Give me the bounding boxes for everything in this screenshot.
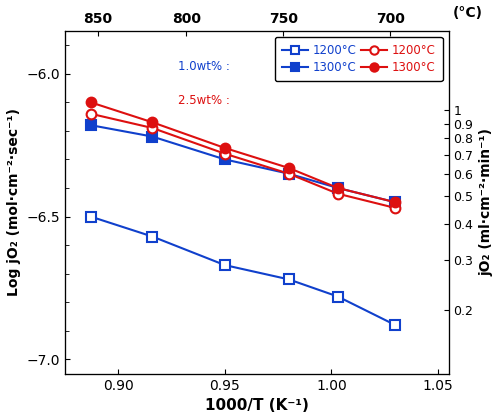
- Text: 1.0wt% :: 1.0wt% :: [178, 60, 230, 74]
- Text: 2.5wt% :: 2.5wt% :: [178, 94, 230, 107]
- Legend: 1200°C, 1300°C, 1200°C, 1300°C: 1200°C, 1300°C, 1200°C, 1300°C: [274, 37, 442, 81]
- Y-axis label: jO₂ (ml·cm⁻²·min⁻¹): jO₂ (ml·cm⁻²·min⁻¹): [479, 128, 493, 276]
- X-axis label: 1000/T (K⁻¹): 1000/T (K⁻¹): [205, 398, 309, 413]
- X-axis label: (°C): (°C): [453, 6, 483, 20]
- Y-axis label: Log jO₂ (mol·cm⁻²·sec⁻¹): Log jO₂ (mol·cm⁻²·sec⁻¹): [7, 108, 21, 296]
